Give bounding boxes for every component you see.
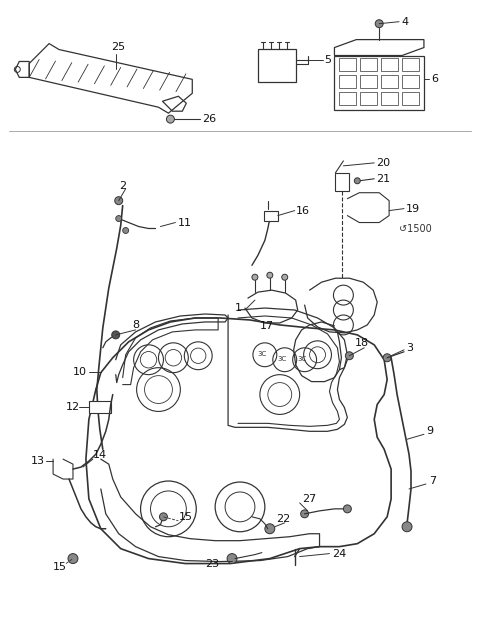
Text: 1: 1 [235,303,242,313]
Text: 10: 10 [73,367,87,377]
Text: 22: 22 [276,514,290,524]
Polygon shape [116,314,228,382]
Text: 13: 13 [31,456,45,466]
Polygon shape [294,322,341,382]
FancyBboxPatch shape [264,210,278,220]
FancyBboxPatch shape [381,75,398,89]
Polygon shape [86,318,391,563]
Text: 23: 23 [205,558,219,568]
Text: 15: 15 [179,512,192,522]
Text: 5: 5 [324,55,332,65]
FancyBboxPatch shape [339,92,356,106]
Text: 6: 6 [431,74,438,84]
Text: 3C: 3C [298,355,307,362]
Polygon shape [123,318,218,384]
Text: 27: 27 [301,494,316,504]
FancyBboxPatch shape [339,75,356,89]
Circle shape [300,510,309,518]
FancyBboxPatch shape [360,92,377,106]
Circle shape [115,197,123,205]
Text: 24: 24 [333,549,347,558]
Circle shape [265,524,275,534]
FancyBboxPatch shape [381,92,398,106]
Circle shape [123,227,129,234]
Polygon shape [238,316,339,426]
Text: 17: 17 [260,321,274,331]
Circle shape [375,19,383,28]
Text: 3: 3 [406,343,413,353]
FancyBboxPatch shape [89,401,111,413]
Text: 8: 8 [132,320,140,330]
Polygon shape [348,193,389,222]
Circle shape [354,178,360,184]
Polygon shape [245,290,298,323]
Circle shape [383,354,391,362]
Polygon shape [101,459,320,561]
Circle shape [159,513,168,521]
FancyBboxPatch shape [402,75,419,89]
Text: ↺1500: ↺1500 [399,224,432,234]
Text: 4: 4 [401,17,408,27]
Text: 26: 26 [202,114,216,124]
Text: 7: 7 [429,476,436,486]
Circle shape [227,554,237,563]
Text: 3C: 3C [278,355,287,362]
FancyBboxPatch shape [258,48,296,82]
Circle shape [116,215,122,222]
Circle shape [402,522,412,532]
Circle shape [68,554,78,563]
Text: 18: 18 [354,338,369,348]
Text: 15: 15 [53,561,67,571]
FancyBboxPatch shape [402,92,419,106]
FancyBboxPatch shape [335,55,424,110]
Text: 14: 14 [93,450,107,460]
Circle shape [112,331,120,339]
FancyBboxPatch shape [336,173,349,191]
Text: 2: 2 [119,181,126,191]
Text: 16: 16 [296,205,310,215]
FancyBboxPatch shape [360,58,377,72]
Text: 20: 20 [376,158,390,168]
Circle shape [252,274,258,280]
Circle shape [167,115,174,123]
Polygon shape [305,278,377,333]
Text: 25: 25 [111,41,125,51]
Text: 11: 11 [178,217,192,227]
Text: 9: 9 [426,426,433,436]
Circle shape [346,352,353,360]
Polygon shape [228,308,348,431]
Circle shape [343,505,351,513]
Text: 19: 19 [406,203,420,214]
FancyBboxPatch shape [381,58,398,72]
FancyBboxPatch shape [402,58,419,72]
Text: 12: 12 [66,403,80,413]
Text: 21: 21 [376,174,390,184]
Circle shape [267,273,273,278]
FancyBboxPatch shape [360,75,377,89]
Circle shape [282,274,288,280]
Text: 3C: 3C [258,351,267,357]
FancyBboxPatch shape [339,58,356,72]
